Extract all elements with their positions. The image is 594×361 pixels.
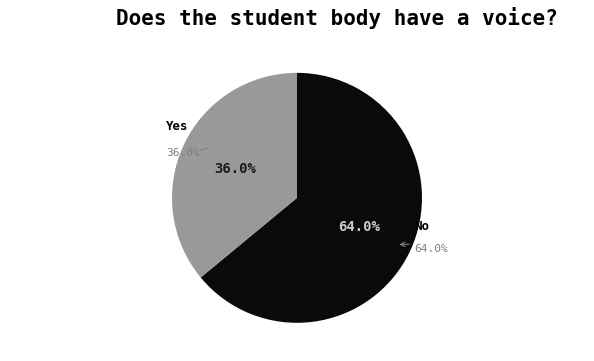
Text: No: No [415,220,429,233]
Text: 64.0%: 64.0% [338,220,380,234]
Text: 36.0%: 36.0% [214,162,256,175]
Wedge shape [201,73,422,323]
Text: Does the student body have a voice?: Does the student body have a voice? [116,7,558,29]
Text: Yes: Yes [166,120,188,133]
Text: 36.0%: 36.0% [166,148,200,158]
Wedge shape [172,73,297,278]
Text: 64.0%: 64.0% [415,244,448,254]
